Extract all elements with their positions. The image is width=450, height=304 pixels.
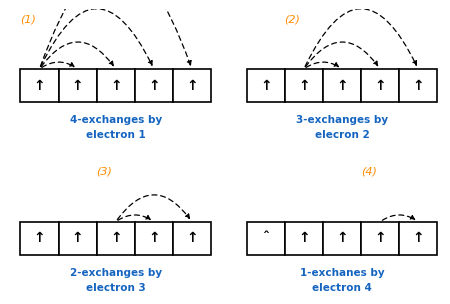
Bar [361,222,399,255]
Bar [247,222,285,255]
Bar [58,69,97,102]
Text: electron 3: electron 3 [86,283,145,293]
Text: 2-exchanges by: 2-exchanges by [70,268,162,278]
Text: electron 1: electron 1 [86,130,145,140]
Text: ↑: ↑ [336,231,348,245]
Text: ↑: ↑ [336,78,348,92]
Text: ↑: ↑ [72,231,83,245]
Bar [323,222,361,255]
Text: 1-exchanes by: 1-exchanes by [300,268,384,278]
Text: ↑: ↑ [110,78,122,92]
Bar [97,222,135,255]
FancyArrowPatch shape [382,215,414,220]
Bar [399,222,437,255]
Text: ↑: ↑ [298,78,310,92]
Bar [20,69,58,102]
Text: ↑: ↑ [148,78,160,92]
Bar [285,69,323,102]
Bar [285,222,323,255]
FancyArrowPatch shape [40,0,191,66]
Text: (1): (1) [20,14,36,24]
Text: ↑: ↑ [186,231,198,245]
Text: 4-exchanges by: 4-exchanges by [70,116,162,126]
FancyArrowPatch shape [40,9,152,67]
Text: ↑: ↑ [34,231,45,245]
FancyArrowPatch shape [117,195,189,219]
Text: ↑: ↑ [260,78,271,92]
Text: (2): (2) [284,14,300,24]
Bar [247,69,285,102]
Text: ↑: ↑ [186,78,198,92]
Text: elecron 2: elecron 2 [315,130,369,140]
Bar [323,69,361,102]
FancyArrowPatch shape [118,215,150,220]
Bar [135,222,173,255]
Bar [20,222,58,255]
Text: ↑: ↑ [34,78,45,92]
Text: ↑: ↑ [148,231,160,245]
Text: (3): (3) [96,167,112,177]
Text: ↑: ↑ [412,78,424,92]
FancyArrowPatch shape [305,9,416,67]
FancyArrowPatch shape [42,62,74,67]
Bar [58,222,97,255]
FancyArrowPatch shape [306,62,338,67]
Text: ↑: ↑ [374,231,386,245]
Text: (4): (4) [361,167,377,177]
Text: 3-exchanges by: 3-exchanges by [296,116,388,126]
Text: ↑: ↑ [72,78,83,92]
Text: ˆ: ˆ [262,231,269,245]
Text: ↑: ↑ [412,231,424,245]
Bar [97,69,135,102]
Text: electron 4: electron 4 [312,283,372,293]
Bar [173,222,211,255]
Text: ↑: ↑ [374,78,386,92]
Text: ↑: ↑ [110,231,122,245]
Bar [399,69,437,102]
Bar [135,69,173,102]
FancyArrowPatch shape [41,42,113,67]
Text: ↑: ↑ [298,231,310,245]
FancyArrowPatch shape [306,42,378,67]
Bar [173,69,211,102]
Bar [361,69,399,102]
